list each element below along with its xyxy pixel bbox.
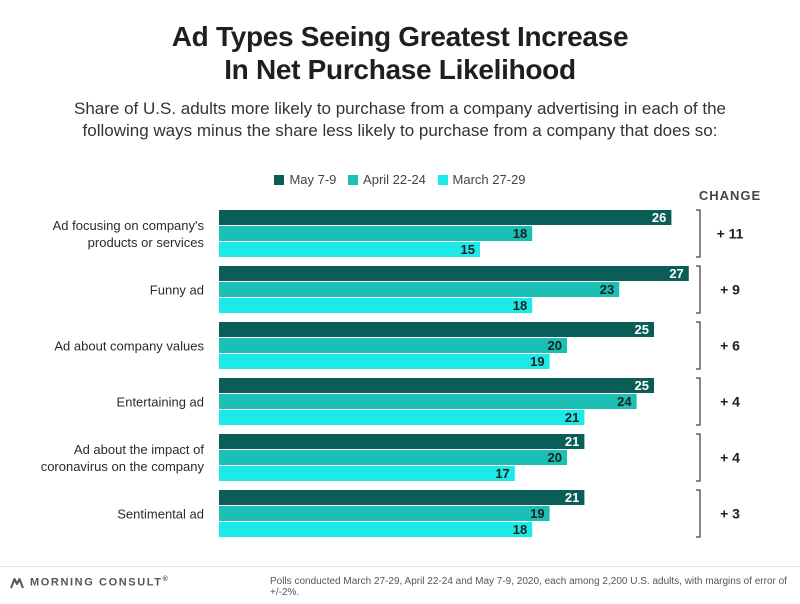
category-label: coronavirus on the company xyxy=(41,459,205,474)
bar-value-label: 21 xyxy=(565,434,579,449)
bar xyxy=(219,450,567,465)
bar-value-label: 19 xyxy=(530,354,544,369)
bar-value-label: 18 xyxy=(513,298,527,313)
change-bracket xyxy=(696,377,701,426)
legend-label: April 22-24 xyxy=(363,172,426,187)
bar xyxy=(219,226,533,241)
legend-label: May 7-9 xyxy=(289,172,337,187)
bar-value-label: 20 xyxy=(548,338,562,353)
category-label: Ad about the impact of xyxy=(74,442,204,457)
change-label: + 3 xyxy=(720,506,740,522)
chart-subtitle-line-2: following ways minus the share less like… xyxy=(82,121,718,140)
footnote: Polls conducted March 27-29, April 22-24… xyxy=(270,576,787,598)
category-label: Ad about company values xyxy=(54,339,204,354)
bar-value-label: 24 xyxy=(617,394,632,409)
legend-swatch xyxy=(274,174,285,185)
category-label: Entertaining ad xyxy=(117,395,204,410)
bar xyxy=(219,522,533,537)
bar-chart: Ad focusing on company's products or serv… xyxy=(41,209,744,538)
logo-trademark: ® xyxy=(162,575,170,583)
bar xyxy=(219,506,550,521)
bar-value-label: 18 xyxy=(513,226,527,241)
bar xyxy=(219,378,654,393)
legend-swatch xyxy=(348,174,359,185)
chart-legend: May 7-9 April 22-24 March 27-29 xyxy=(0,172,800,188)
category-label: Sentimental ad xyxy=(117,507,204,522)
category-label: Funny ad xyxy=(150,283,204,298)
bar-value-label: 19 xyxy=(530,506,544,521)
bar xyxy=(219,466,515,481)
change-label: + 9 xyxy=(720,282,740,298)
logo-wordmark: MORNING CONSULT xyxy=(30,576,163,589)
bar-value-label: 18 xyxy=(513,522,527,537)
bar xyxy=(219,490,585,505)
bar-value-label: 23 xyxy=(600,282,614,297)
bar-value-label: 15 xyxy=(461,242,475,257)
legend-label: March 27-29 xyxy=(452,172,526,187)
morning-consult-logo: MORNING CONSULT® xyxy=(10,575,169,589)
bar-value-label: 25 xyxy=(635,322,649,337)
category-label: Ad focusing on company's xyxy=(53,218,205,233)
bar-value-label: 21 xyxy=(565,410,579,425)
change-bracket xyxy=(696,265,701,314)
change-bracket xyxy=(696,433,701,482)
chart-title-line-2: In Net Purchase Likelihood xyxy=(224,54,576,85)
bar-value-label: 20 xyxy=(548,450,562,465)
bar xyxy=(219,354,550,369)
bar xyxy=(219,338,567,353)
legend-item-april: April 22-24 xyxy=(348,172,426,187)
bar xyxy=(219,266,689,281)
bar-value-label: 25 xyxy=(635,378,649,393)
legend-item-march: March 27-29 xyxy=(437,172,526,187)
bar xyxy=(219,282,620,297)
change-bracket xyxy=(696,321,701,370)
change-bracket xyxy=(696,489,701,538)
chart-subtitle-line-1: Share of U.S. adults more likely to purc… xyxy=(74,99,726,118)
legend-item-may: May 7-9 xyxy=(274,172,336,187)
bar-value-label: 21 xyxy=(565,490,579,505)
bar xyxy=(219,394,637,409)
chart-title-line-1: Ad Types Seeing Greatest Increase xyxy=(171,21,629,52)
bar xyxy=(219,434,585,449)
bar-value-label: 26 xyxy=(652,210,666,225)
footer-divider xyxy=(0,566,800,567)
change-header: CHANGE xyxy=(698,188,762,203)
change-label: + 4 xyxy=(720,394,740,410)
bar xyxy=(219,322,654,337)
chart-subtitle: Share of U.S. adults more likely to purc… xyxy=(0,98,800,142)
bar xyxy=(219,210,672,225)
change-label: + 4 xyxy=(720,450,740,466)
change-bracket xyxy=(696,209,701,258)
category-label: products or services xyxy=(88,235,205,250)
logo-text: MORNING CONSULT® xyxy=(30,576,169,589)
change-label: + 6 xyxy=(720,338,740,354)
bar xyxy=(219,298,533,313)
legend-swatch xyxy=(437,174,448,185)
bar xyxy=(219,410,585,425)
bar-value-label: 27 xyxy=(669,266,683,281)
chart-title: Ad Types Seeing Greatest Increase In Net… xyxy=(0,20,800,86)
bar-value-label: 17 xyxy=(495,466,509,481)
change-label: + 11 xyxy=(717,226,744,242)
logo-mark-icon xyxy=(10,578,24,589)
bar xyxy=(219,242,480,257)
